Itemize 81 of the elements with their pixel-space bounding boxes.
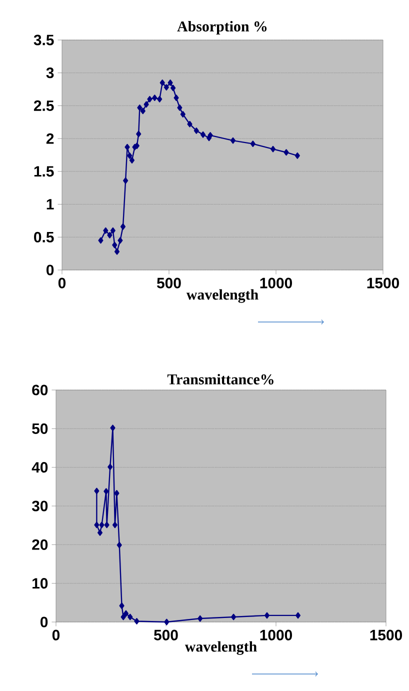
point	[284, 149, 289, 156]
point	[136, 130, 142, 138]
point	[120, 223, 126, 230]
point	[168, 80, 173, 86]
point	[270, 146, 276, 152]
point	[294, 152, 300, 159]
x-axis-title: wavelength	[184, 641, 257, 655]
point	[108, 464, 113, 470]
x-tick-label: 1000	[260, 630, 292, 640]
point	[112, 242, 118, 248]
point	[129, 157, 135, 164]
x-axis-title: wavelength	[186, 289, 258, 303]
point	[264, 612, 270, 619]
y-tick-label: 1	[46, 199, 54, 210]
point	[119, 602, 124, 609]
point	[147, 96, 152, 102]
point	[174, 94, 179, 102]
point	[134, 618, 140, 624]
point	[116, 542, 122, 548]
point	[140, 108, 146, 114]
y-tick-label: 10	[32, 578, 48, 589]
x-tick-label: 500	[156, 278, 181, 288]
y-tick-label: 50	[32, 423, 48, 434]
point	[295, 612, 301, 619]
point	[128, 614, 133, 620]
x-tick-label: 1500	[370, 630, 402, 640]
point	[99, 522, 104, 528]
y-tick-label: 0	[40, 616, 48, 628]
point	[127, 152, 132, 159]
point	[250, 140, 256, 148]
point	[230, 137, 236, 144]
point	[110, 424, 116, 432]
point	[198, 615, 203, 622]
y-tick-label: 30	[32, 500, 48, 512]
point	[110, 227, 116, 234]
point	[170, 84, 176, 92]
point	[231, 614, 236, 620]
y-tick-label: 0	[46, 264, 54, 276]
x-tick-label: 500	[154, 630, 178, 640]
point	[97, 529, 103, 536]
point	[160, 80, 165, 86]
y-tick-label: 40	[32, 462, 48, 473]
y-tick-label: 2	[46, 133, 54, 144]
point	[137, 104, 142, 111]
point	[177, 104, 182, 111]
chart-title: Absorption %	[177, 20, 267, 34]
point	[180, 111, 186, 118]
point	[94, 488, 100, 494]
point	[200, 131, 206, 138]
point	[194, 127, 199, 134]
y-tick-label: 3.5	[34, 34, 54, 46]
y-tick-label: 2.5	[34, 100, 54, 111]
point	[107, 232, 112, 238]
y-tick-label: 20	[32, 539, 48, 550]
x-tick-label: 0	[58, 278, 66, 288]
point	[94, 522, 100, 528]
y-tick-label: 60	[32, 384, 48, 396]
point	[152, 94, 158, 102]
point	[118, 237, 123, 244]
point	[124, 144, 130, 150]
point	[104, 488, 109, 494]
y-tick-label: 3	[46, 68, 54, 78]
point	[123, 610, 128, 617]
point	[123, 177, 128, 184]
point	[112, 522, 118, 528]
point	[114, 490, 120, 496]
x-tick-label: 1000	[260, 278, 292, 288]
y-tick-label: 1.5	[34, 166, 54, 177]
point	[164, 84, 169, 90]
point	[120, 614, 126, 620]
y-tick-label: 0.5	[34, 232, 54, 242]
point	[98, 237, 104, 244]
chart-title: Transmittance%	[167, 374, 274, 385]
point	[103, 227, 108, 234]
x-tick-label: 1500	[367, 278, 399, 288]
point	[104, 522, 110, 528]
point	[187, 120, 192, 128]
point	[144, 101, 149, 108]
point	[114, 248, 120, 255]
point	[157, 96, 162, 102]
point	[164, 618, 170, 626]
